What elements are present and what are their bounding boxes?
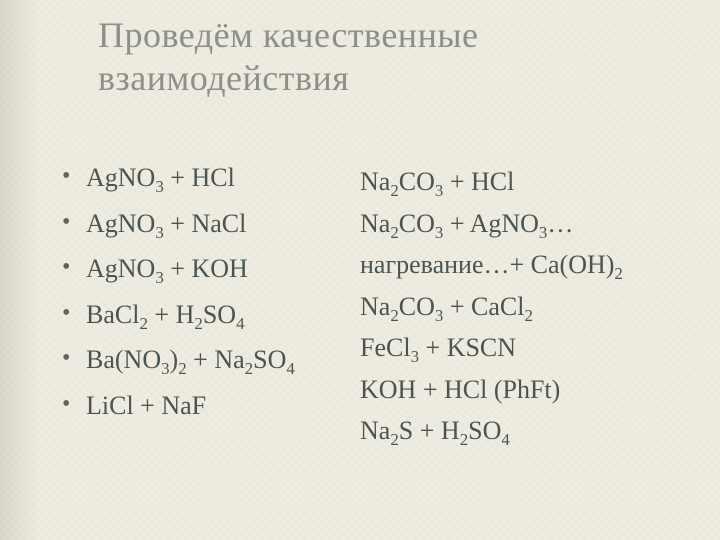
right-item-6: Na2S + H2SO4 bbox=[360, 411, 623, 451]
title-line-2: взаимодействия bbox=[98, 57, 479, 100]
left-item-3: BaCl2 + H2SO4 bbox=[58, 295, 295, 335]
left-item-1: AgNO3 + NaCl bbox=[58, 204, 295, 244]
right-item-5: KOH + HCl (PhFt) bbox=[360, 370, 623, 410]
slide-title: Проведём качественные взаимодействия bbox=[98, 14, 479, 100]
right-item-1: Na2CO3 + AgNO3… bbox=[360, 204, 623, 244]
title-line-1: Проведём качественные bbox=[98, 14, 479, 57]
right-column: Na2CO3 + HClNa2CO3 + AgNO3…нагревание…+ … bbox=[360, 162, 623, 453]
left-column: AgNO3 + HCl AgNO3 + NaCl AgNO3 + KOH BaCl2 … bbox=[58, 158, 295, 431]
left-item-5: LiCl + NaF bbox=[58, 386, 295, 426]
left-item-2: AgNO3 + KOH bbox=[58, 249, 295, 289]
right-item-2: нагревание…+ Ca(OH)2 bbox=[360, 245, 623, 285]
right-item-0: Na2CO3 + HCl bbox=[360, 162, 623, 202]
left-item-0: AgNO3 + HCl bbox=[58, 158, 295, 198]
right-item-4: FeCl3 + KSCN bbox=[360, 328, 623, 368]
left-shadow bbox=[0, 0, 40, 540]
left-bullet-list: AgNO3 + HCl AgNO3 + NaCl AgNO3 + KOH BaCl2 … bbox=[58, 158, 295, 425]
right-item-3: Na2CO3 + CaCl2 bbox=[360, 287, 623, 327]
right-plain-list: Na2CO3 + HClNa2CO3 + AgNO3…нагревание…+ … bbox=[360, 162, 623, 451]
left-item-4: Ba(NO3)2 + Na2SO4 bbox=[58, 340, 295, 380]
